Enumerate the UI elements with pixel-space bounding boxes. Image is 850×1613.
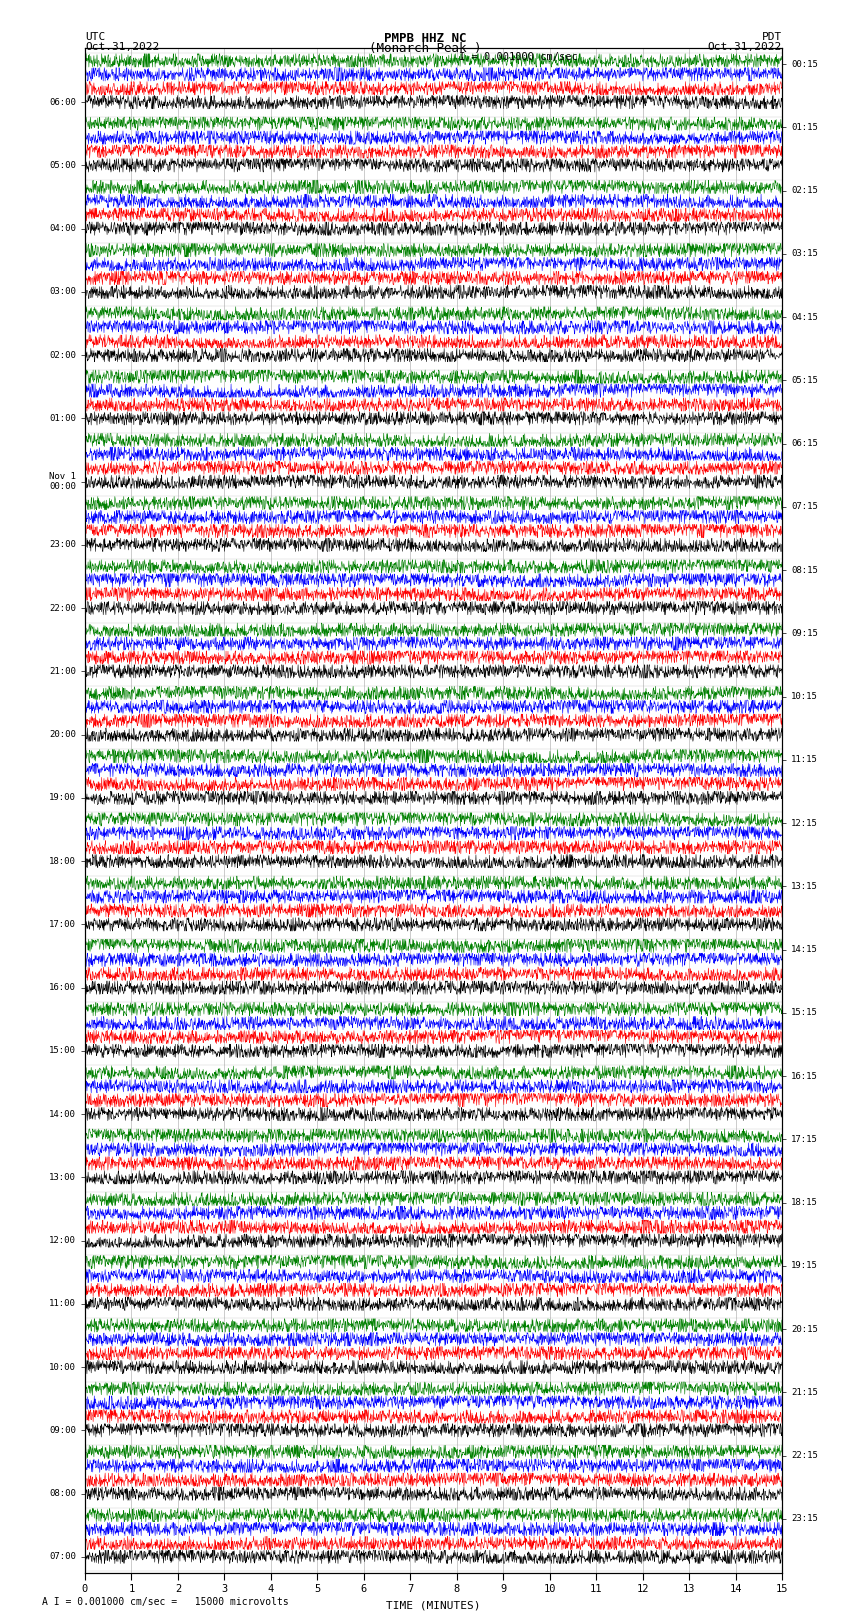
Text: A I = 0.001000 cm/sec =   15000 microvolts: A I = 0.001000 cm/sec = 15000 microvolts xyxy=(42,1597,289,1607)
Text: PDT: PDT xyxy=(762,32,782,42)
Text: PMPB HHZ NC: PMPB HHZ NC xyxy=(383,32,467,45)
Text: Oct.31,2022: Oct.31,2022 xyxy=(708,42,782,52)
Text: Oct.31,2022: Oct.31,2022 xyxy=(85,42,159,52)
Text: UTC: UTC xyxy=(85,32,105,42)
Text: (Monarch Peak ): (Monarch Peak ) xyxy=(369,42,481,55)
Text: I = 0.001000 cm/sec: I = 0.001000 cm/sec xyxy=(459,52,578,61)
X-axis label: TIME (MINUTES): TIME (MINUTES) xyxy=(386,1600,481,1610)
